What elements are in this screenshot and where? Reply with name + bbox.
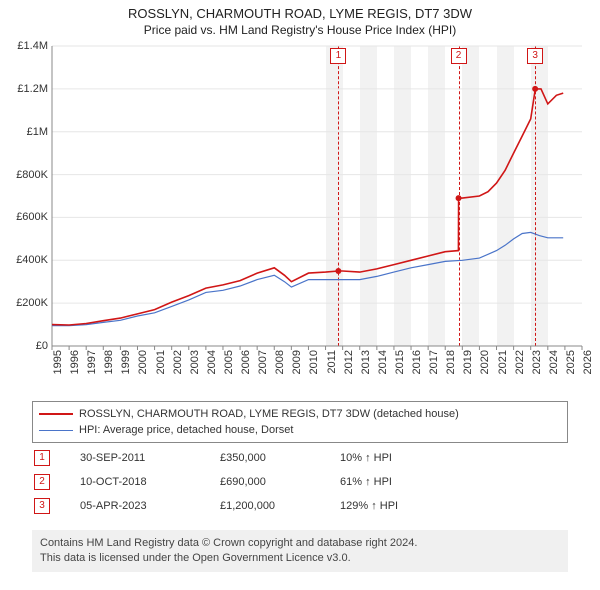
transaction-price: £690,000 (220, 476, 340, 488)
transaction-row: 2 10-OCT-2018£690,00061% ↑ HPI (32, 470, 568, 494)
transaction-date: 30-SEP-2011 (80, 452, 220, 464)
x-tick-label: 2000 (137, 350, 149, 374)
y-tick-label: £800K (16, 169, 48, 181)
series-marker (335, 268, 341, 274)
x-tick-label: 2011 (326, 350, 338, 374)
series-marker (456, 195, 462, 201)
transaction-price: £1,200,000 (220, 500, 340, 512)
x-tick-label: 2009 (291, 350, 303, 374)
transaction-row: 3 05-APR-2023£1,200,000129% ↑ HPI (32, 494, 568, 518)
footnote: Contains HM Land Registry data © Crown c… (32, 530, 568, 572)
x-tick-label: 2013 (360, 350, 372, 374)
title-sub: Price paid vs. HM Land Registry's House … (0, 23, 600, 37)
x-tick-label: 2024 (548, 350, 560, 374)
x-tick-label: 2008 (274, 350, 286, 374)
x-tick-label: 2010 (308, 350, 320, 374)
transaction-pct: 129% ↑ HPI (340, 500, 460, 512)
transaction-marker: 3 (34, 498, 50, 514)
legend-swatch-hpi (39, 430, 73, 431)
y-tick-label: £0 (36, 340, 48, 352)
y-tick-label: £400K (16, 254, 48, 266)
footnote-line1: Contains HM Land Registry data © Crown c… (40, 536, 560, 551)
x-tick-label: 1996 (69, 350, 81, 374)
x-tick-label: 2016 (411, 350, 423, 374)
x-tick-label: 1995 (52, 350, 64, 374)
x-tick-label: 1997 (86, 350, 98, 374)
x-tick-label: 2007 (257, 350, 269, 374)
transaction-pct: 10% ↑ HPI (340, 452, 460, 464)
transaction-date: 10-OCT-2018 (80, 476, 220, 488)
legend-label-hpi: HPI: Average price, detached house, Dors… (79, 422, 293, 438)
x-tick-label: 2025 (565, 350, 577, 374)
y-tick-label: £200K (16, 297, 48, 309)
x-tick-label: 2012 (343, 350, 355, 374)
legend-swatch-rosslyn (39, 413, 73, 415)
x-tick-label: 1998 (103, 350, 115, 374)
x-tick-label: 2020 (479, 350, 491, 374)
chart-area: 123£0£200K£400K£600K£800K£1M£1.2M£1.4M19… (52, 46, 582, 346)
x-tick-label: 2006 (240, 350, 252, 374)
x-tick-label: 2019 (462, 350, 474, 374)
series-marker (532, 86, 538, 92)
transaction-date: 05-APR-2023 (80, 500, 220, 512)
series-hpi (52, 232, 563, 325)
x-tick-label: 2005 (223, 350, 235, 374)
x-tick-label: 2003 (189, 350, 201, 374)
transaction-price: £350,000 (220, 452, 340, 464)
legend-row-rosslyn: ROSSLYN, CHARMOUTH ROAD, LYME REGIS, DT7… (39, 406, 561, 422)
y-tick-label: £1M (27, 126, 48, 138)
series-rosslyn (52, 89, 563, 325)
chart-svg (52, 46, 582, 346)
x-tick-label: 2014 (377, 350, 389, 374)
x-tick-label: 2001 (155, 350, 167, 374)
x-tick-label: 1999 (120, 350, 132, 374)
x-tick-label: 2015 (394, 350, 406, 374)
legend-box: ROSSLYN, CHARMOUTH ROAD, LYME REGIS, DT7… (32, 401, 568, 443)
transaction-marker: 2 (34, 474, 50, 490)
title-block: ROSSLYN, CHARMOUTH ROAD, LYME REGIS, DT7… (0, 0, 600, 37)
x-tick-label: 2023 (531, 350, 543, 374)
transactions-table: 1 30-SEP-2011£350,00010% ↑ HPI 2 10-OCT-201… (32, 446, 568, 518)
y-tick-label: £600K (16, 211, 48, 223)
x-tick-label: 2002 (172, 350, 184, 374)
x-tick-label: 2017 (428, 350, 440, 374)
x-tick-label: 2004 (206, 350, 218, 374)
legend-row-hpi: HPI: Average price, detached house, Dors… (39, 422, 561, 438)
title-main: ROSSLYN, CHARMOUTH ROAD, LYME REGIS, DT7… (0, 6, 600, 21)
root: ROSSLYN, CHARMOUTH ROAD, LYME REGIS, DT7… (0, 0, 600, 590)
y-tick-label: £1.4M (17, 40, 48, 52)
x-tick-label: 2018 (445, 350, 457, 374)
transaction-row: 1 30-SEP-2011£350,00010% ↑ HPI (32, 446, 568, 470)
x-tick-label: 2026 (582, 350, 594, 374)
y-tick-label: £1.2M (17, 83, 48, 95)
legend-label-rosslyn: ROSSLYN, CHARMOUTH ROAD, LYME REGIS, DT7… (79, 406, 459, 422)
x-tick-label: 2022 (514, 350, 526, 374)
transaction-pct: 61% ↑ HPI (340, 476, 460, 488)
transaction-marker: 1 (34, 450, 50, 466)
footnote-line2: This data is licensed under the Open Gov… (40, 551, 560, 566)
x-tick-label: 2021 (497, 350, 509, 374)
